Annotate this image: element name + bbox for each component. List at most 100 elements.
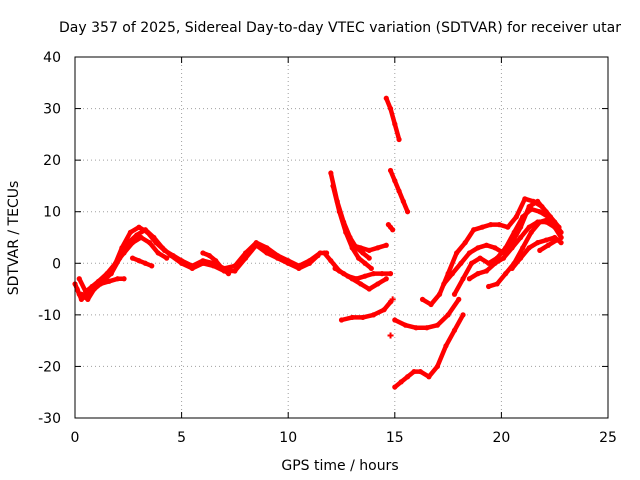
series-track-m bbox=[384, 96, 402, 142]
data-point bbox=[488, 222, 494, 228]
data-point bbox=[127, 229, 134, 235]
y-tick-label: 20 bbox=[43, 153, 61, 169]
data-point bbox=[383, 242, 389, 248]
data-point bbox=[358, 245, 364, 251]
data-point bbox=[189, 265, 195, 272]
data-point bbox=[383, 276, 389, 282]
data-point bbox=[396, 188, 402, 194]
data-point bbox=[232, 268, 238, 274]
data-point bbox=[454, 250, 460, 256]
x-axis-title: GPS time / hours bbox=[281, 458, 398, 474]
data-point bbox=[387, 167, 394, 174]
data-point bbox=[537, 209, 543, 215]
isolated-point bbox=[387, 332, 394, 339]
y-axis-title: SDTVAR / TECUs bbox=[6, 181, 22, 296]
data-point bbox=[366, 247, 372, 253]
data-point bbox=[383, 95, 389, 101]
series-track-q bbox=[392, 312, 466, 390]
data-point bbox=[274, 255, 281, 261]
data-point bbox=[528, 229, 534, 235]
series-track-e bbox=[130, 255, 155, 269]
data-point bbox=[460, 312, 466, 318]
data-point bbox=[349, 314, 355, 321]
data-point bbox=[379, 271, 385, 277]
data-point bbox=[147, 240, 153, 246]
data-point bbox=[475, 245, 481, 251]
data-point bbox=[341, 271, 347, 277]
data-point bbox=[500, 255, 507, 261]
data-point bbox=[396, 136, 402, 143]
data-point bbox=[368, 265, 374, 272]
data-point bbox=[129, 255, 136, 261]
data-point bbox=[392, 317, 398, 323]
data-point bbox=[522, 196, 528, 202]
tick-labels: 0 5 10 15 20 25 -30 -20 -10 0 10 20 30 40 bbox=[38, 50, 617, 446]
y-tick-label: -20 bbox=[38, 359, 61, 375]
x-tick-label: 10 bbox=[279, 430, 297, 446]
data-point bbox=[164, 255, 170, 261]
data-point bbox=[513, 214, 519, 220]
data-point bbox=[306, 260, 313, 266]
data-point bbox=[413, 325, 419, 331]
data-point bbox=[121, 276, 127, 282]
data-point bbox=[460, 276, 466, 282]
data-point bbox=[315, 252, 321, 259]
axes bbox=[74, 56, 609, 419]
data-point bbox=[458, 260, 464, 266]
data-point bbox=[355, 255, 362, 261]
data-point bbox=[213, 258, 219, 264]
data-point bbox=[362, 273, 368, 279]
data-point bbox=[321, 250, 328, 256]
data-point bbox=[466, 250, 473, 256]
data-point bbox=[483, 242, 490, 248]
data-point bbox=[97, 281, 104, 287]
data-point bbox=[545, 242, 551, 248]
data-point bbox=[392, 121, 398, 127]
data-point bbox=[338, 317, 345, 323]
data-point bbox=[434, 322, 441, 328]
data-point bbox=[136, 224, 142, 230]
data-point bbox=[466, 276, 473, 282]
data-point bbox=[528, 206, 534, 212]
data-point bbox=[349, 242, 355, 248]
data-point bbox=[83, 289, 89, 295]
data-point bbox=[494, 281, 500, 287]
data-point bbox=[387, 105, 394, 112]
data-point bbox=[426, 374, 432, 380]
data-point bbox=[477, 255, 483, 261]
data-point bbox=[520, 214, 526, 220]
data-point bbox=[358, 281, 364, 287]
data-point bbox=[381, 307, 387, 313]
data-point bbox=[404, 209, 411, 215]
x-tick-label: 0 bbox=[71, 430, 80, 446]
data-point bbox=[509, 245, 515, 251]
data-point bbox=[134, 232, 140, 238]
y-tick-label: 0 bbox=[52, 256, 61, 272]
data-point bbox=[296, 265, 302, 272]
data-point bbox=[486, 283, 492, 290]
data-point bbox=[526, 224, 532, 230]
data-point bbox=[74, 286, 80, 292]
data-point bbox=[370, 312, 377, 318]
data-point bbox=[479, 224, 485, 230]
data-point bbox=[392, 178, 398, 184]
x-tick-label: 15 bbox=[386, 430, 404, 446]
y-tick-label: 30 bbox=[43, 102, 61, 118]
y-tick-label: 10 bbox=[43, 205, 61, 221]
data-point bbox=[375, 281, 381, 287]
data-point bbox=[264, 250, 270, 256]
data-point bbox=[554, 224, 560, 230]
data-point bbox=[121, 250, 127, 256]
data-point bbox=[468, 260, 475, 266]
data-point bbox=[486, 260, 492, 266]
data-point bbox=[168, 252, 174, 259]
data-point bbox=[449, 271, 455, 277]
data-point bbox=[511, 229, 517, 235]
data-point bbox=[264, 245, 270, 251]
data-point bbox=[404, 374, 411, 380]
data-point bbox=[456, 296, 462, 302]
data-point bbox=[475, 271, 481, 277]
data-point bbox=[285, 260, 291, 266]
data-point bbox=[505, 224, 511, 230]
